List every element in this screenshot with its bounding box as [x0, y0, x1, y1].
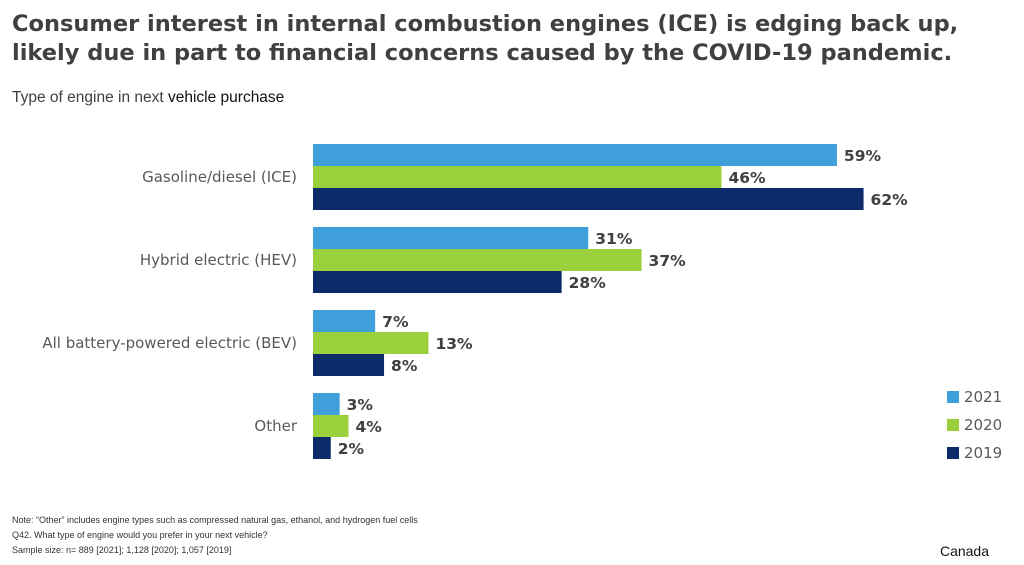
footnotes: Note: “Other” includes engine types such… — [12, 513, 418, 558]
bar-2021-other — [313, 393, 340, 415]
headline-line-2: likely due in part to financial concerns… — [12, 40, 953, 66]
headline-line-1: Consumer interest in internal combustion… — [12, 11, 959, 37]
footnote-question: Q42. What type of engine would you prefe… — [12, 530, 268, 540]
category-label-all-battery-powered-electric-bev: All battery-powered electric (BEV) — [42, 334, 297, 352]
subtitle-emphasis: vehicle purchase — [167, 89, 285, 106]
subtitle-prefix: Type of engine in next — [12, 89, 164, 106]
category-label-other: Other — [254, 417, 297, 435]
data-label-2021-gasoline-diesel-ice: 59% — [844, 147, 882, 165]
footnote-sample-size: Sample size: n= 889 [2021]; 1,128 [2020]… — [12, 545, 232, 555]
chart-subtitle: Type of engine in next vehicle purchase — [12, 89, 284, 107]
data-label-2021-all-battery-powered-electric-bev: 7% — [382, 313, 409, 331]
category-label-gasoline-diesel-ice: Gasoline/diesel (ICE) — [142, 168, 297, 186]
data-label-2019-all-battery-powered-electric-bev: 8% — [391, 357, 418, 375]
bar-2019-hybrid-electric-hev — [313, 271, 562, 293]
bar-2021-all-battery-powered-electric-bev — [313, 310, 376, 332]
region-label: Canada — [939, 543, 989, 559]
bar-2020-gasoline-diesel-ice — [313, 166, 722, 188]
headline: Consumer interest in internal combustion… — [12, 10, 1012, 68]
legend-swatch-2020 — [947, 419, 959, 431]
bar-2020-other — [313, 415, 349, 437]
data-label-2020-all-battery-powered-electric-bev: 13% — [435, 335, 473, 353]
data-label-2019-gasoline-diesel-ice: 62% — [871, 191, 909, 209]
legend-label-2021: 2021 — [964, 388, 1002, 406]
bar-2019-gasoline-diesel-ice — [313, 188, 864, 210]
data-label-2019-other: 2% — [338, 440, 365, 458]
legend-swatch-2019 — [947, 447, 959, 459]
data-label-2021-other: 3% — [347, 396, 374, 414]
legend-label-2019: 2019 — [964, 444, 1002, 462]
bar-2021-gasoline-diesel-ice — [313, 144, 837, 166]
data-label-2019-hybrid-electric-hev: 28% — [569, 274, 607, 292]
bar-2020-hybrid-electric-hev — [313, 249, 642, 271]
bar-2020-all-battery-powered-electric-bev — [313, 332, 429, 354]
bar-2019-all-battery-powered-electric-bev — [313, 354, 385, 376]
bar-2021-hybrid-electric-hev — [313, 227, 589, 249]
data-label-2020-hybrid-electric-hev: 37% — [649, 252, 687, 270]
footnote-note: Note: “Other” includes engine types such… — [12, 515, 418, 525]
data-label-2020-other: 4% — [356, 418, 383, 436]
legend-swatch-2021 — [947, 391, 959, 403]
data-label-2021-hybrid-electric-hev: 31% — [595, 230, 633, 248]
data-label-2020-gasoline-diesel-ice: 46% — [728, 169, 766, 187]
legend-label-2020: 2020 — [964, 416, 1002, 434]
bar-2019-other — [313, 437, 331, 459]
category-label-hybrid-electric-hev: Hybrid electric (HEV) — [140, 251, 297, 269]
